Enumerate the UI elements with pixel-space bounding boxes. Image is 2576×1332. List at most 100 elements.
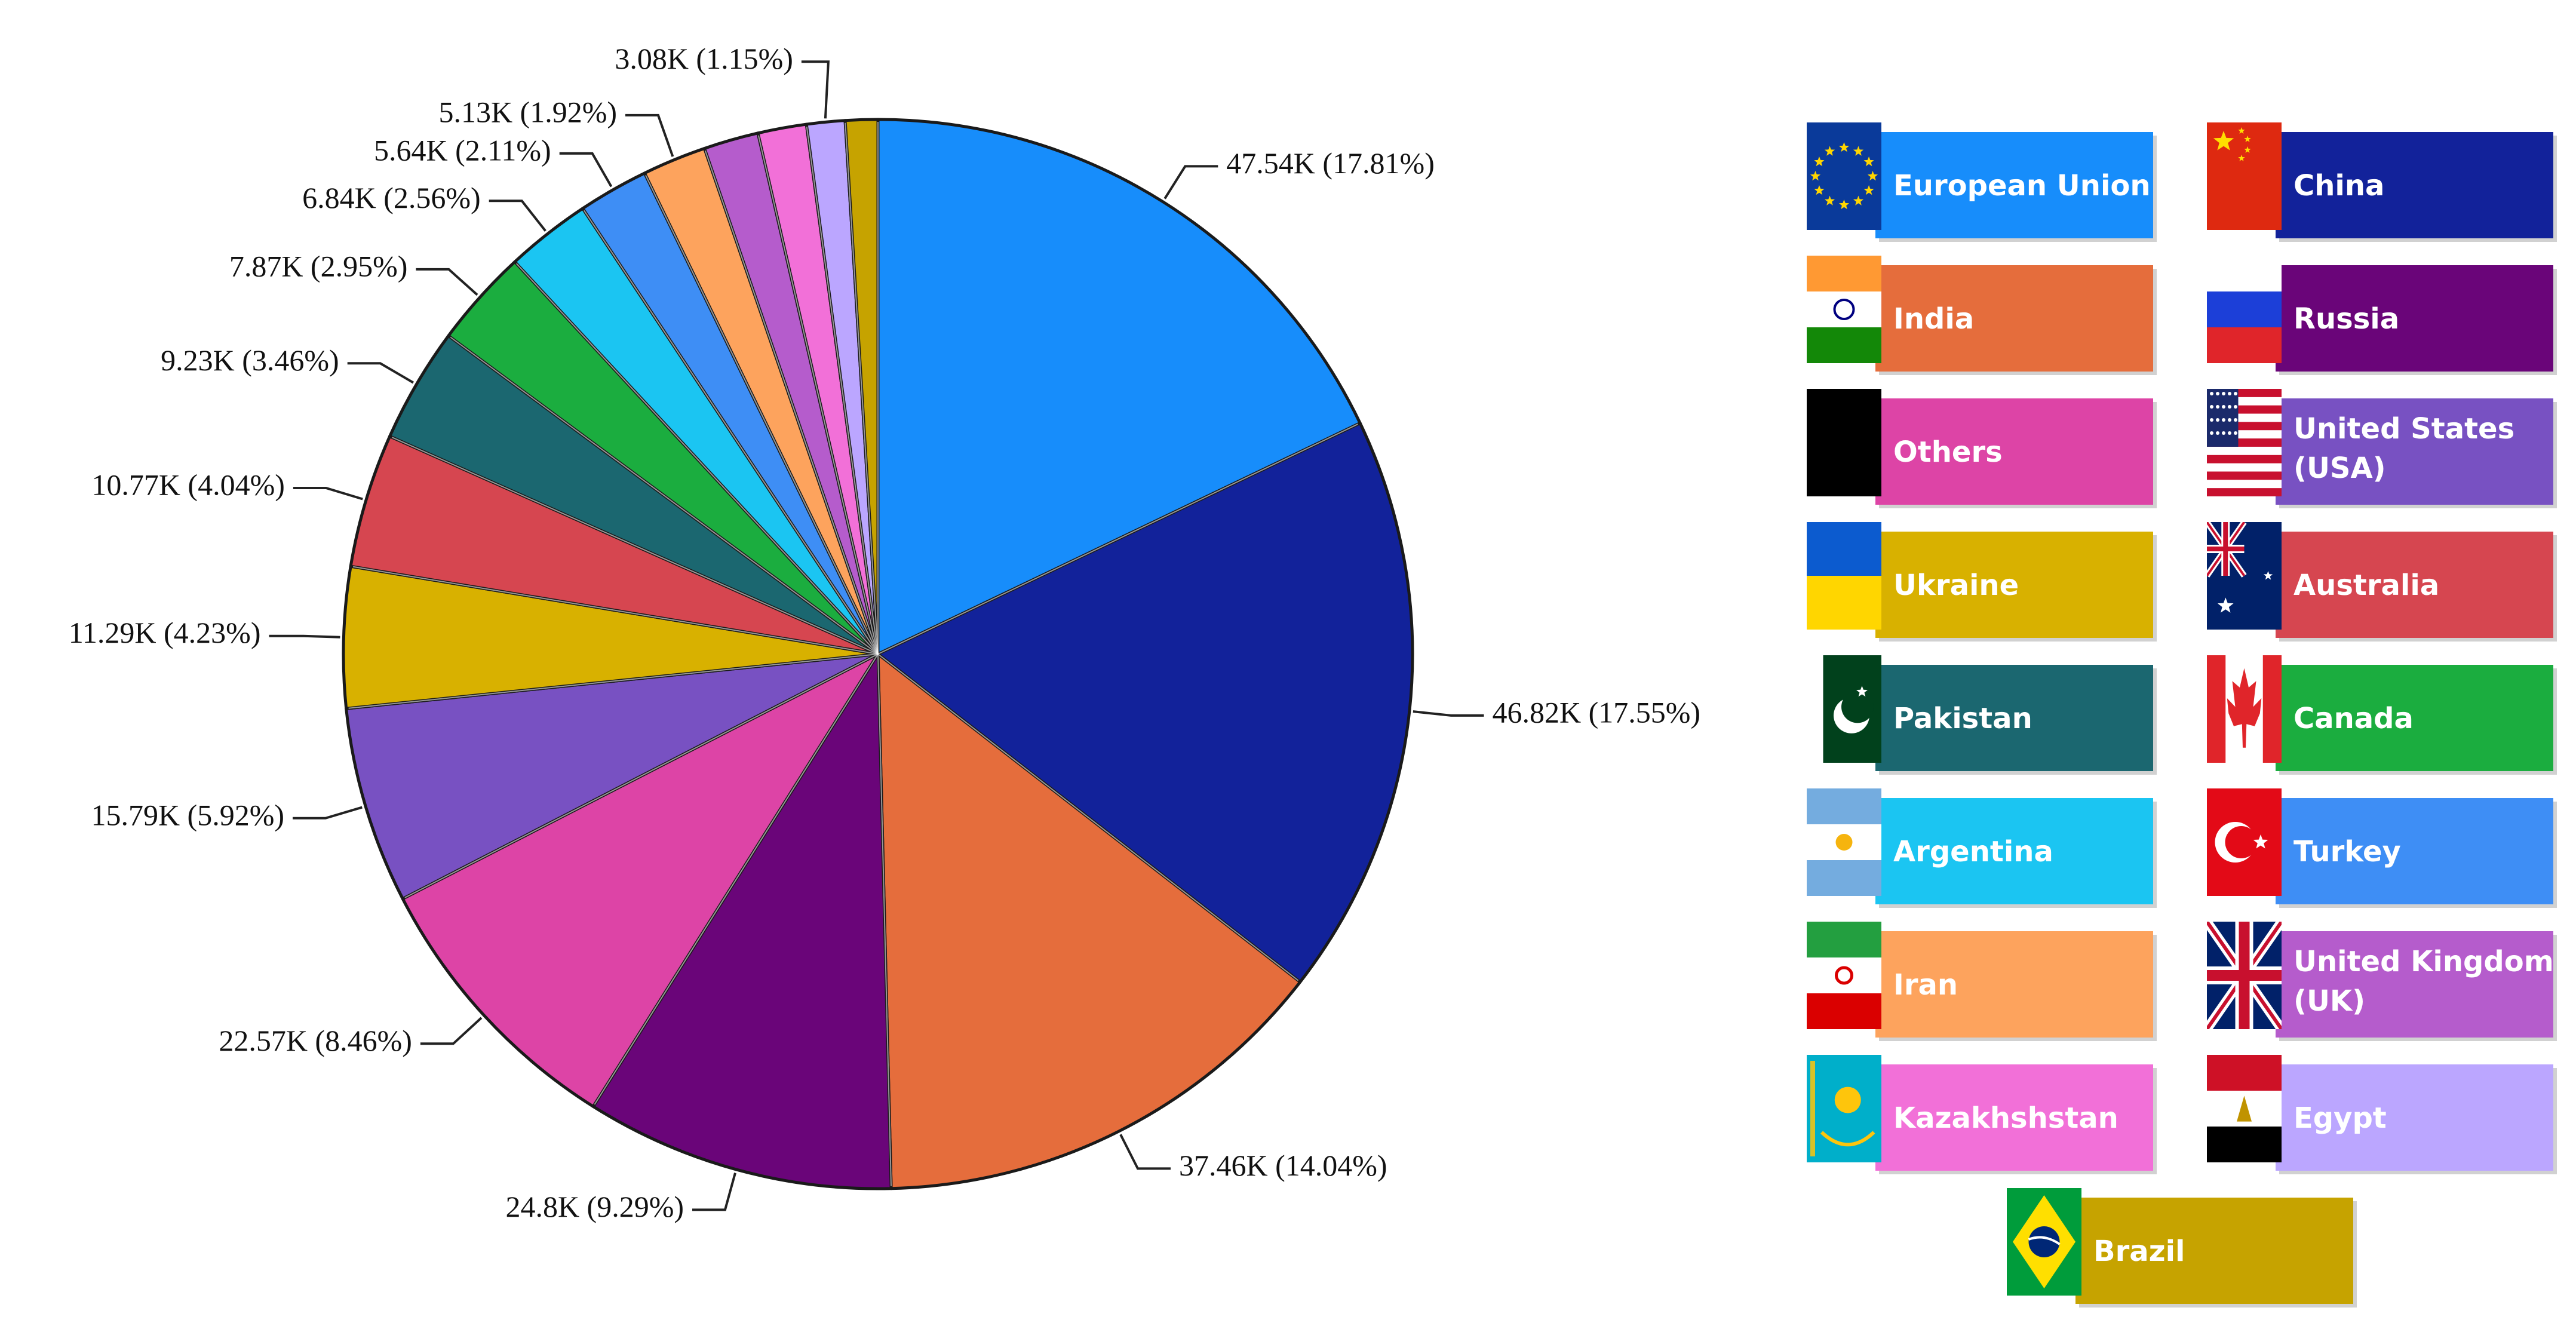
legend-swatch-china bbox=[2276, 132, 2553, 238]
slice-separator bbox=[645, 174, 879, 655]
leader-line-egypt bbox=[801, 60, 830, 119]
legend-item-canada: Canada bbox=[2207, 655, 2557, 775]
pie-slice-australia bbox=[349, 434, 880, 656]
uk-flag-icon bbox=[2207, 922, 2282, 1029]
legend-swatch-united-kingdom-uk bbox=[2276, 931, 2553, 1038]
legend-label-canada: Canada bbox=[2293, 702, 2414, 735]
pie-slice-ukraine bbox=[342, 564, 880, 710]
data-label-ukraine: 11.29K (4.23%) bbox=[69, 616, 261, 649]
leader-line-pakistan bbox=[347, 362, 415, 384]
legend: European Union China India Russia Others Unit… bbox=[1807, 122, 2557, 1308]
legend-item-united-states-usa: United States (USA) bbox=[2207, 389, 2557, 508]
pie-slice-china bbox=[876, 421, 1414, 984]
data-label-egypt: 3.08K (1.15%) bbox=[615, 42, 793, 75]
china-flag-icon bbox=[2207, 122, 2282, 230]
legend-swatch-others bbox=[1875, 398, 2153, 505]
slice-separator bbox=[845, 122, 879, 655]
brazil-flag-icon bbox=[2007, 1188, 2081, 1296]
legend-item-india: India bbox=[1807, 256, 2157, 375]
legend-label-russia: Russia bbox=[2293, 302, 2399, 336]
legend-swatch-iran bbox=[1875, 931, 2153, 1038]
legend-swatch-india bbox=[1875, 265, 2153, 372]
legend-item-iran: Iran bbox=[1807, 922, 2157, 1041]
pie-slice-european-union bbox=[876, 118, 1362, 656]
data-label-argentina: 6.84K (2.56%) bbox=[302, 181, 481, 214]
data-label-china: 46.82K (17.55%) bbox=[1493, 695, 1701, 729]
legend-swatch-argentina bbox=[1875, 798, 2153, 904]
legend-item-russia: Russia bbox=[2207, 256, 2557, 375]
legend-swatch-ukraine bbox=[1875, 532, 2153, 638]
pie-slices bbox=[342, 118, 1414, 1190]
data-label-turkey: 5.64K (2.11%) bbox=[374, 133, 551, 167]
slice-separator bbox=[877, 423, 1359, 655]
slice-separator bbox=[583, 210, 879, 655]
legend-swatch-brazil bbox=[2075, 1198, 2353, 1304]
kazakhstan-flag-icon bbox=[1807, 1055, 1881, 1162]
legend-label-iran: Iran bbox=[1893, 968, 1958, 1002]
slice-separator bbox=[806, 126, 879, 655]
legend-item-pakistan: Pakistan bbox=[1807, 655, 2157, 775]
leader-line-india bbox=[1119, 1134, 1171, 1170]
slice-separator bbox=[757, 135, 879, 655]
legend-item-european-union: European Union bbox=[1807, 122, 2157, 242]
legend-swatch-canada bbox=[2276, 665, 2553, 771]
slice-separator bbox=[704, 150, 879, 655]
slice-separator bbox=[515, 263, 879, 655]
leader-line-turkey bbox=[559, 152, 613, 188]
data-label-india: 37.46K (14.04%) bbox=[1179, 1149, 1387, 1182]
others-black-flag-icon bbox=[1807, 389, 1881, 496]
pie-slice-india bbox=[876, 652, 1302, 1190]
legend-swatch-turkey bbox=[2276, 798, 2553, 904]
data-label-iran: 5.13K (1.92%) bbox=[438, 95, 617, 128]
legend-swatch-pakistan bbox=[1875, 665, 2153, 771]
leader-line-others bbox=[420, 1017, 483, 1045]
russia-flag-icon bbox=[2207, 256, 2282, 363]
egypt-flag-icon bbox=[2207, 1055, 2282, 1162]
leader-line-canada bbox=[416, 268, 478, 296]
india-flag-icon bbox=[1807, 256, 1881, 363]
slice-separator bbox=[877, 653, 892, 1186]
legend-item-turkey: Turkey bbox=[2207, 788, 2557, 908]
legend-swatch-european-union bbox=[1875, 132, 2153, 238]
slice-separator bbox=[877, 653, 1299, 981]
data-label-russia: 24.8K (9.29%) bbox=[505, 1190, 684, 1223]
legend-label-turkey: Turkey bbox=[2293, 835, 2401, 868]
pie-slice-united-states-usa bbox=[345, 652, 880, 901]
legend-label-india: India bbox=[1893, 302, 1974, 336]
leader-line-australia bbox=[293, 487, 363, 501]
legend-label-egypt: Egypt bbox=[2293, 1101, 2387, 1135]
legend-label-others: Others bbox=[1893, 435, 2003, 469]
leader-line-argentina bbox=[489, 200, 546, 232]
leader-line-russia bbox=[692, 1173, 736, 1211]
legend-item-argentina: Argentina bbox=[1807, 788, 2157, 908]
iran-flag-icon bbox=[1807, 922, 1881, 1029]
data-label-australia: 10.77K (4.04%) bbox=[91, 468, 285, 501]
legend-item-united-kingdom-uk: United Kingdom (UK) bbox=[2207, 922, 2557, 1041]
legend-item-others: Others bbox=[1807, 389, 2157, 508]
european-union-flag-icon bbox=[1807, 122, 1881, 230]
leader-line-united-states-usa bbox=[293, 806, 363, 820]
legend-swatch-egypt bbox=[2276, 1064, 2553, 1171]
usa-flag-icon bbox=[2207, 389, 2282, 496]
pakistan-flag-icon bbox=[1807, 655, 1881, 763]
legend-swatch-australia bbox=[2276, 532, 2553, 638]
legend-label-china: China bbox=[2293, 169, 2384, 202]
australia-flag-icon bbox=[2207, 522, 2282, 630]
argentina-flag-icon bbox=[1807, 788, 1881, 896]
slice-separator bbox=[594, 653, 879, 1105]
data-labels: 47.54K (17.81%) 46.82K (17.55%) 37.46K (14… bbox=[69, 42, 1700, 1223]
legend-item-china: China bbox=[2207, 122, 2557, 242]
pie-slice-russia bbox=[591, 652, 893, 1190]
legend-label-ukraine: Ukraine bbox=[1893, 569, 2019, 602]
legend-label-pakistan: Pakistan bbox=[1893, 702, 2032, 735]
legend-item-egypt: Egypt bbox=[2207, 1055, 2557, 1174]
data-label-canada: 7.87K (2.95%) bbox=[229, 249, 408, 283]
leader-lines bbox=[269, 60, 1484, 1211]
slice-separator bbox=[450, 336, 879, 655]
legend-item-australia: Australia bbox=[2207, 522, 2557, 642]
legend-label-brazil: Brazil bbox=[2093, 1235, 2185, 1268]
ukraine-flag-icon bbox=[1807, 522, 1881, 630]
leader-line-iran bbox=[625, 113, 674, 157]
legend-label-kazakhshstan: Kazakhshstan bbox=[1893, 1101, 2118, 1135]
